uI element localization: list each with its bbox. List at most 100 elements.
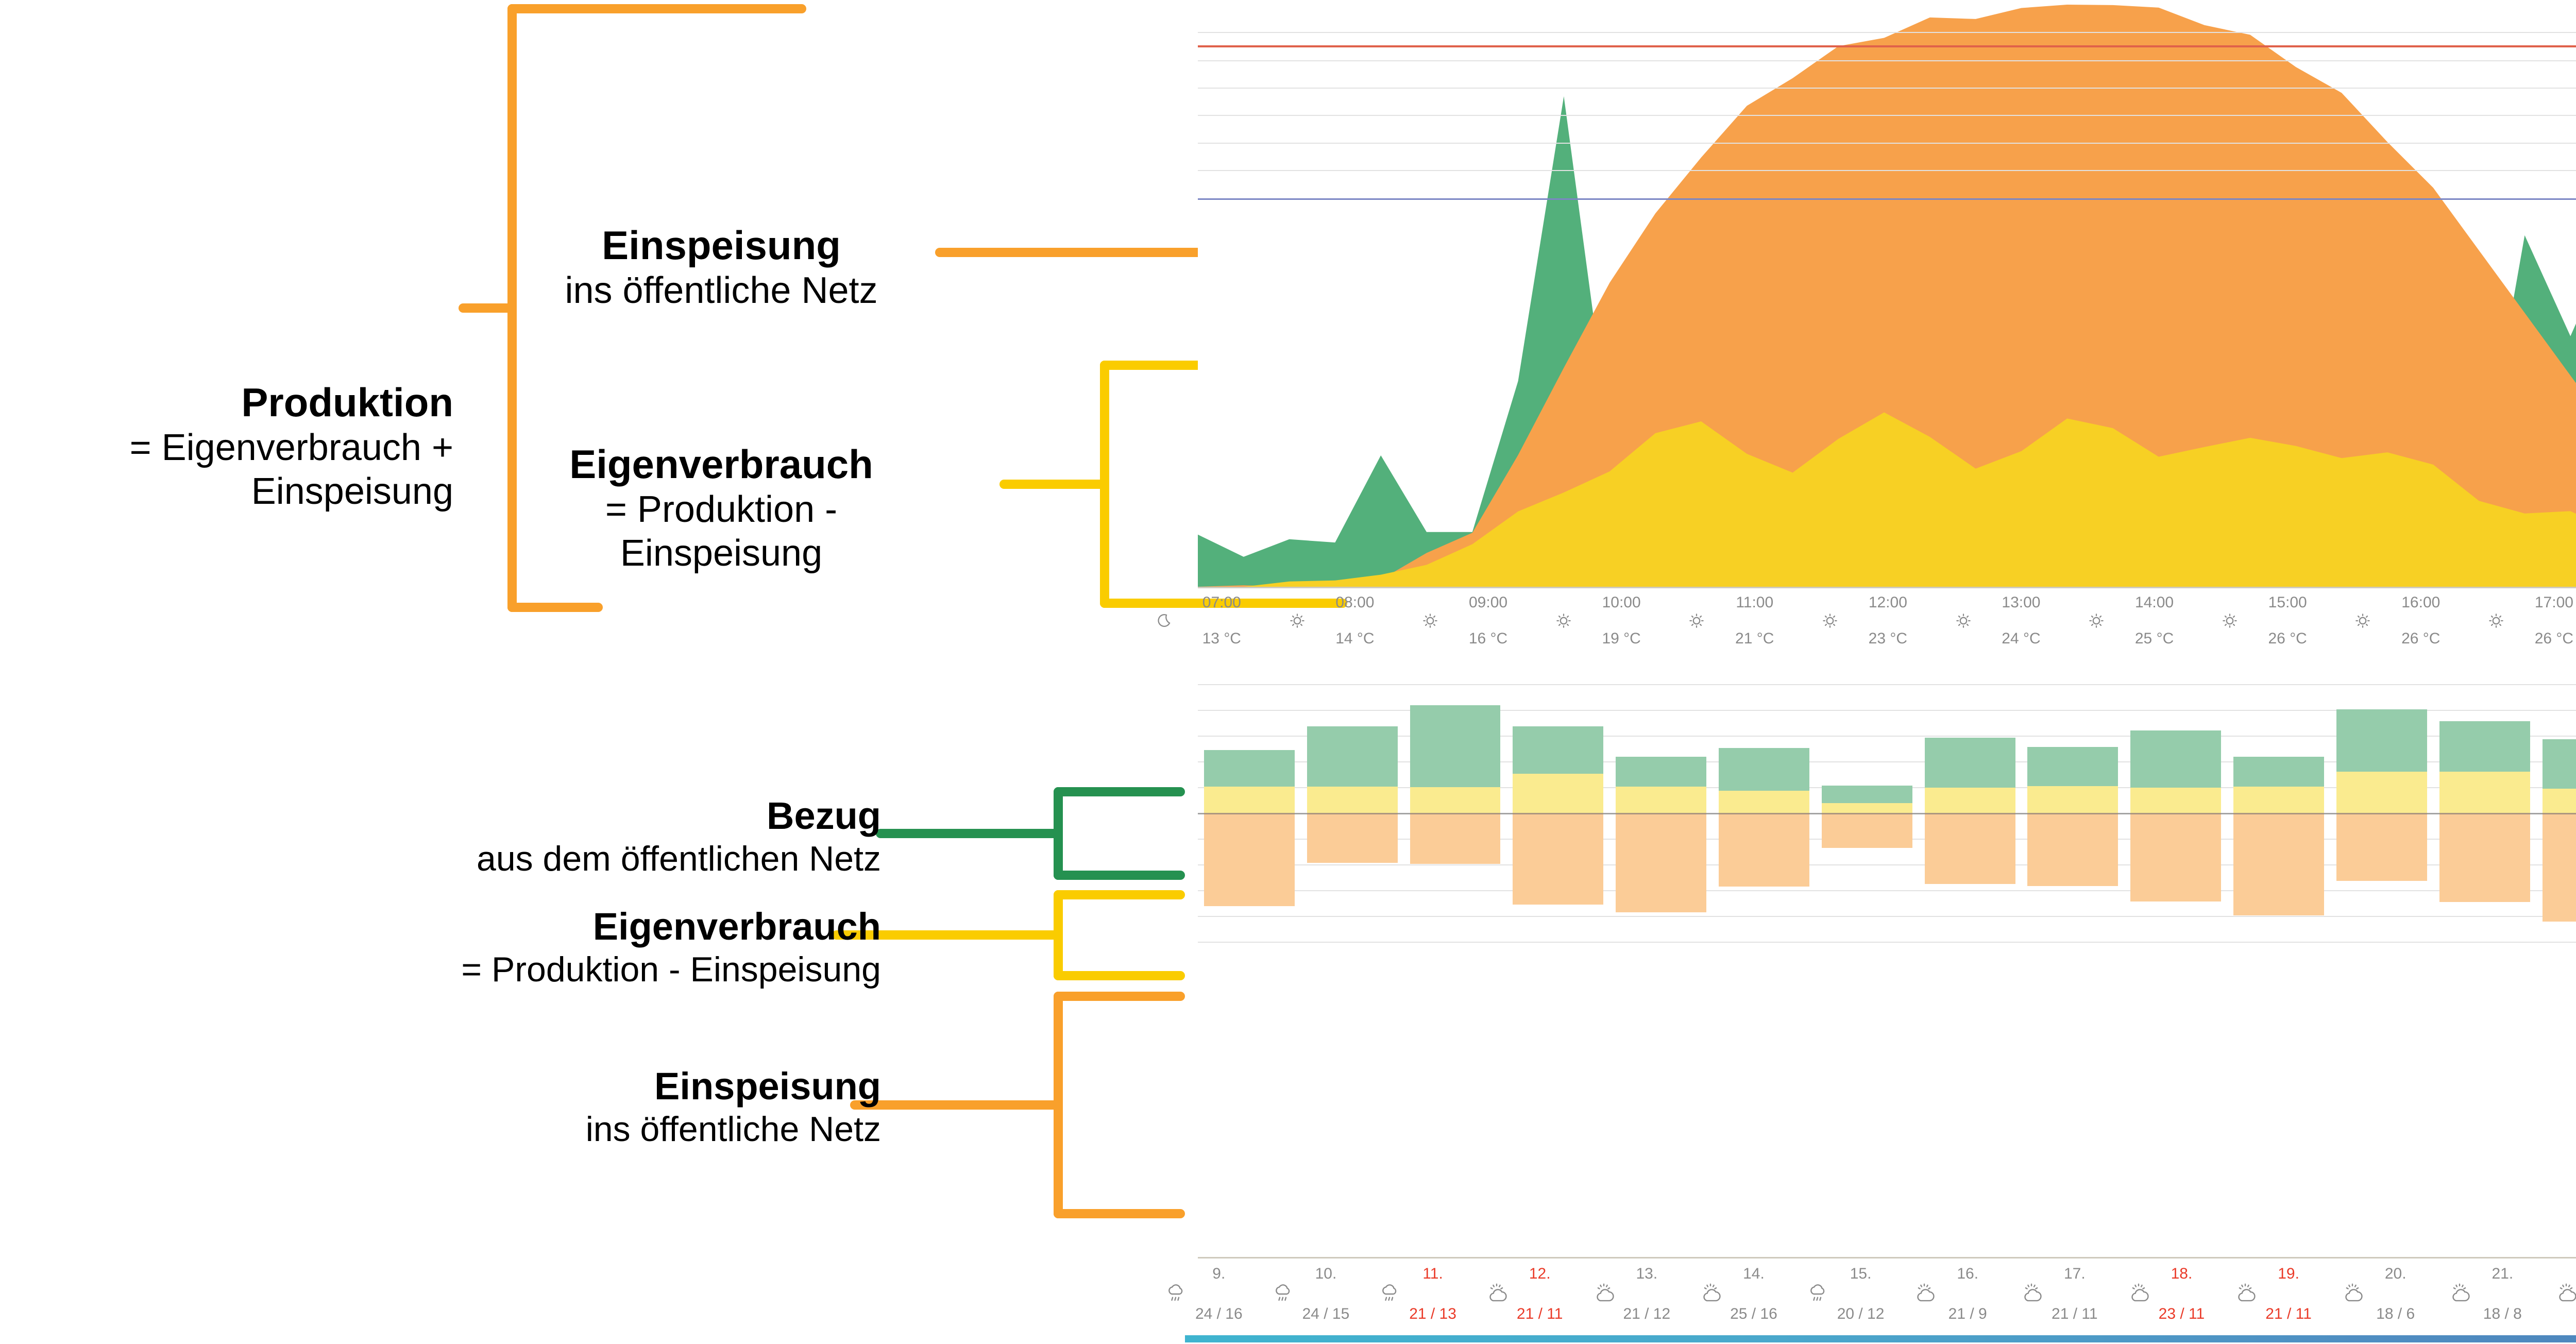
monthly-energy-bar-chart[interactable]: [1198, 665, 2576, 1262]
bar-group[interactable]: [1198, 665, 1301, 1262]
bar-segment-einspeisung: [1513, 813, 1604, 905]
area-tick-time: 07:00: [1202, 594, 1241, 611]
bar-axis-tick[interactable]: 10. 24 / 15: [1273, 1265, 1380, 1323]
bar-segment-eigenverbrauch: [1513, 774, 1604, 813]
bar-tick-day: 21.: [2492, 1265, 2514, 1282]
weather-sun-icon: [1289, 612, 1422, 630]
area-axis-tick: 17:00 26 °C: [2487, 593, 2576, 648]
weather-sun-cloud-icon: [2128, 1283, 2235, 1305]
bar-tick-day: 18.: [2171, 1265, 2193, 1282]
area-tick-time: 17:00: [2534, 594, 2573, 611]
bar-group[interactable]: [1404, 665, 1507, 1262]
area-tick-time: 09:00: [1468, 594, 1508, 611]
bar-tick-temperature-range: 24 / 16: [1195, 1305, 1243, 1322]
bar-axis-tick[interactable]: 17. 21 / 11: [2021, 1265, 2128, 1323]
bar-segment-einspeisung: [1410, 813, 1501, 864]
bar-axis-tick[interactable]: 22. 19 / 8: [2556, 1265, 2576, 1323]
bar-group[interactable]: [2124, 665, 2227, 1262]
area-axis-tick: 09:00 16 °C: [1421, 593, 1555, 648]
bar-segment-eigenverbrauch: [2439, 772, 2530, 813]
area-series-eigenverbrauch: [1198, 412, 2576, 587]
area-tick-temperature: 23 °C: [1868, 630, 1908, 647]
label-eigenverbrauch-bottom-title: Eigenverbrauch: [592, 905, 881, 948]
bar-tick-temperature-range: 24 / 15: [1302, 1305, 1350, 1322]
bar-segment-bezug: [2027, 747, 2119, 786]
area-series-produktion: [1198, 5, 2576, 587]
weather-rain-icon: [1379, 1283, 1486, 1305]
bar-group[interactable]: [1506, 665, 1609, 1262]
bar-group[interactable]: [2330, 665, 2433, 1262]
area-axis-tick: 12:00 23 °C: [1821, 593, 1955, 648]
label-einspeisung-top: Einspeisung ins öffentliche Netz: [505, 222, 938, 313]
bar-segment-eigenverbrauch: [1719, 791, 1809, 813]
bar-segment-eigenverbrauch: [1924, 788, 2015, 813]
area-tick-temperature: 26 °C: [2534, 630, 2574, 647]
area-axis-tick: 14:00 25 °C: [2088, 593, 2221, 648]
bar-group[interactable]: [2536, 665, 2576, 1262]
weather-sun-icon: [2487, 612, 2576, 630]
bar-segment-bezug: [1924, 737, 2015, 788]
bar-group[interactable]: [1816, 665, 1919, 1262]
area-chart-baseline: [1198, 587, 2576, 588]
daily-power-area-chart[interactable]: [1198, 0, 2576, 587]
label-einspeisung-bottom-title: Einspeisung: [654, 1065, 881, 1108]
bar-chart-zero-line: [1198, 813, 2576, 814]
bar-group[interactable]: [2433, 665, 2536, 1262]
bar-axis-tick[interactable]: 9. 24 / 16: [1165, 1265, 1273, 1323]
bar-group[interactable]: [2022, 665, 2125, 1262]
bar-axis-tick[interactable]: 19. 21 / 11: [2235, 1265, 2342, 1323]
bar-segment-eigenverbrauch: [2130, 788, 2222, 813]
bar-segment-eigenverbrauch: [1821, 803, 1912, 813]
bar-segment-bezug: [1719, 748, 1809, 791]
bar-group[interactable]: [1301, 665, 1404, 1262]
bar-group[interactable]: [1919, 665, 2022, 1262]
bar-axis-tick[interactable]: 12. 21 / 11: [1486, 1265, 1594, 1323]
bracket-produktion: [459, 4, 806, 612]
bar-segment-bezug: [1513, 726, 1604, 774]
bar-group[interactable]: [2227, 665, 2330, 1262]
label-eigenverbrauch-bottom: Eigenverbrauch = Produktion - Einspeisun…: [196, 904, 881, 991]
bar-axis-tick[interactable]: 15. 20 / 12: [1807, 1265, 1914, 1323]
bar-axis-tick[interactable]: 14. 25 / 16: [1700, 1265, 1807, 1323]
bar-tick-day: 19.: [2278, 1265, 2299, 1282]
bar-axis-tick[interactable]: 13. 21 / 12: [1594, 1265, 1701, 1323]
bar-tick-day: 10.: [1315, 1265, 1337, 1282]
bar-segment-einspeisung: [1204, 813, 1295, 906]
bracket-bezug-bottom: [876, 787, 1185, 880]
label-produktion-title: Produktion: [241, 380, 453, 425]
weather-sun-cloud-icon: [1700, 1283, 1807, 1305]
bar-tick-temperature-range: 21 / 13: [1409, 1305, 1456, 1322]
bar-segment-bezug: [1616, 757, 1707, 787]
area-tick-time: 10:00: [1602, 594, 1641, 611]
bar-segment-bezug: [2439, 721, 2530, 772]
reference-line-red: [1198, 45, 2576, 47]
area-tick-temperature: 13 °C: [1202, 630, 1241, 647]
weather-sun-icon: [1821, 612, 1955, 630]
label-eigenverbrauch-top-title: Eigenverbrauch: [569, 441, 873, 487]
bar-group[interactable]: [1609, 665, 1713, 1262]
area-tick-temperature: 26 °C: [2268, 630, 2307, 647]
bar-tick-temperature-range: 21 / 12: [1623, 1305, 1671, 1322]
bar-tick-temperature-range: 20 / 12: [1837, 1305, 1885, 1322]
bar-segment-eigenverbrauch: [1410, 787, 1501, 813]
label-bezug-bottom: Bezug aus dem öffentlichen Netz: [196, 793, 881, 880]
bar-tick-temperature-range: 25 / 16: [1730, 1305, 1777, 1322]
bar-tick-temperature-range: 21 / 9: [1948, 1305, 1987, 1322]
bar-axis-tick[interactable]: 21. 18 / 8: [2449, 1265, 2556, 1323]
area-tick-temperature: 24 °C: [2002, 630, 2041, 647]
label-produktion-sub: = Eigenverbrauch + Einspeisung: [129, 427, 453, 512]
bar-axis-tick[interactable]: 18. 23 / 11: [2128, 1265, 2235, 1323]
label-produktion: Produktion = Eigenverbrauch + Einspeisun…: [0, 379, 453, 514]
bar-segment-einspeisung: [1616, 813, 1707, 912]
bar-group[interactable]: [1713, 665, 1816, 1262]
weather-sun-icon: [1955, 612, 2088, 630]
weather-rain-icon: [1807, 1283, 1914, 1305]
bar-axis-tick[interactable]: 16. 21 / 9: [1914, 1265, 2021, 1323]
area-axis-tick: 10:00 19 °C: [1555, 593, 1688, 648]
area-tick-time: 08:00: [1335, 594, 1375, 611]
bar-axis-tick[interactable]: 11. 21 / 13: [1379, 1265, 1486, 1323]
bar-tick-day: 22.: [2556, 1265, 2576, 1283]
bar-axis-tick[interactable]: 20. 18 / 6: [2342, 1265, 2449, 1323]
bar-tick-temperature-range: 21 / 11: [1516, 1305, 1563, 1322]
